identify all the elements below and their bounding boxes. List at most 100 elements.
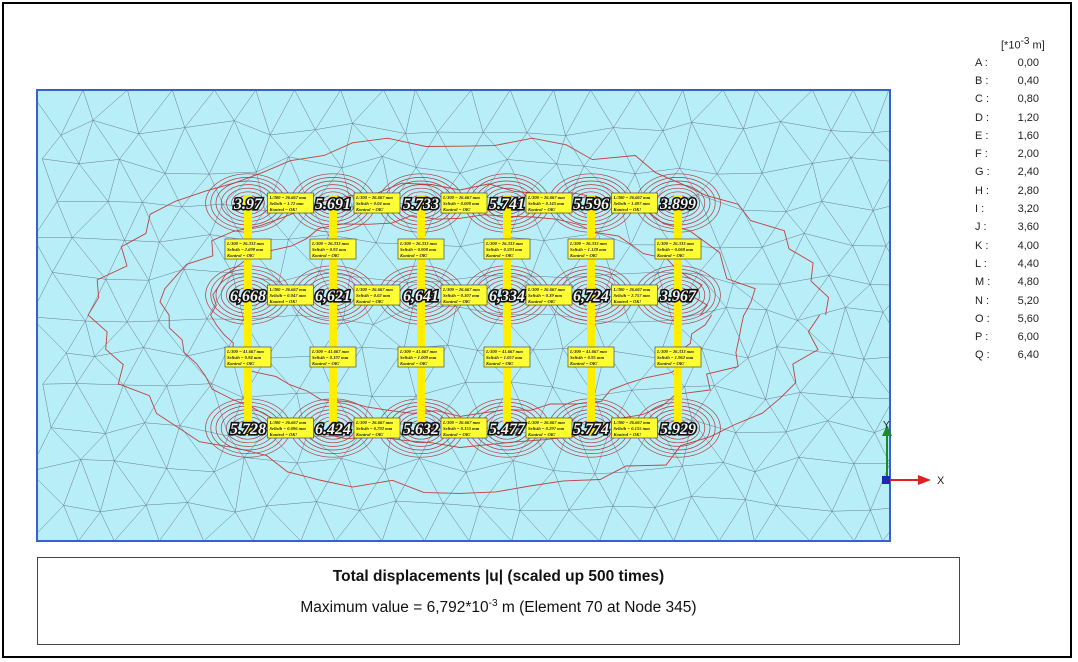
check-label-line: Selisih = 0.008 mm [443, 201, 480, 206]
check-label-line: Kontrol = OK! [269, 299, 298, 304]
check-label-line: Kontrol = OK! [485, 361, 514, 366]
check-label-box [309, 346, 357, 368]
check-label-box [611, 284, 658, 306]
check-label-line: Kontrol = OK! [527, 432, 556, 437]
check-label-line: L/300 = 26.667 mm [527, 420, 565, 425]
check-label-line: L/300 = 41.667 mm [485, 349, 523, 354]
legend-entry: B : 0,40 [975, 75, 1045, 93]
check-label-box [525, 417, 573, 439]
legend-value: 6,40 [1017, 349, 1039, 362]
node-displacement-value: 5.774 [573, 421, 609, 438]
beams-layer [244, 195, 682, 436]
legend-entry: J : 3,60 [975, 221, 1045, 239]
check-label-line: L/300 = 26.667 mm [527, 287, 565, 292]
domain-border [36, 89, 891, 542]
check-label-line: Kontrol = OK! [527, 299, 556, 304]
legend-entry: N : 5,20 [975, 295, 1045, 313]
legend-key: M : [975, 276, 991, 289]
check-label-box [525, 284, 573, 306]
check-label-line: Selisih = 0.593 mm [486, 247, 523, 252]
check-label-line: Selisih = 0.908 mm [400, 247, 437, 252]
check-label-line: L/300 = 26.667 mm [442, 195, 480, 200]
legend-value: 3,20 [1017, 203, 1039, 216]
check-label-line: L/300 = 26.667 mm [269, 420, 307, 425]
legend-value: 2,00 [1017, 148, 1039, 161]
legend-entry: K : 4,00 [975, 240, 1045, 258]
contour-line [159, 182, 756, 448]
legend-value: 5,20 [1017, 294, 1039, 307]
check-label-line: Kontrol = OK! [485, 253, 514, 258]
legend-key: E : [975, 129, 989, 142]
check-label-box [611, 417, 658, 439]
check-label-box [353, 192, 401, 214]
check-label-line: Selisih = 0.39 mm [528, 293, 562, 298]
legend-value: 2,40 [1017, 166, 1039, 179]
check-label-line: Kontrol = OK! [656, 253, 685, 258]
check-label-line: Selisih = 0.068 mm [657, 247, 694, 252]
legend-key: H : [975, 184, 990, 197]
node-displacement-value: 3.97 [233, 196, 263, 213]
check-label-line: L/300 = 41.667 mm [569, 349, 607, 354]
check-label-line: Kontrol = OK! [311, 361, 340, 366]
check-label-line: Kontrol = OK! [269, 207, 298, 212]
legend-key: F : [975, 148, 988, 161]
caption-max-value: Maximum value = 6,792*10-3 m (Element 70… [300, 598, 697, 617]
node-displacement-value: 3.967 [659, 288, 697, 305]
legend-value: 0,80 [1017, 93, 1039, 106]
legend-value: 0,40 [1017, 74, 1039, 87]
caption-title: Total displacements |u| (scaled up 500 t… [332, 568, 665, 585]
check-label-box [353, 417, 401, 439]
check-label-box [483, 346, 531, 368]
check-label-line: L/300 = 26.667 mm [355, 420, 393, 425]
legend-entry: P : 6,00 [975, 331, 1045, 349]
check-label-line: Kontrol = OK! [355, 207, 384, 212]
origin-marker [882, 476, 890, 484]
check-label-line: Selisih = 2.698 mm [227, 247, 264, 252]
check-label-box [309, 238, 357, 260]
node-displacement-value: 5.596 [573, 196, 609, 213]
legend-entry: D : 1,20 [975, 112, 1045, 130]
check-label-box [440, 417, 488, 439]
check-label-line: Selisih = 0.297 mm [528, 426, 565, 431]
check-label-line: Kontrol = OK! [613, 299, 642, 304]
check-label-line: Selisih = 2.757 mm [614, 293, 651, 298]
check-label-box [397, 238, 445, 260]
check-label-box [440, 192, 488, 214]
legend-entry: I : 3,20 [975, 203, 1045, 221]
legend-key: G : [975, 166, 990, 179]
contour-legend: [*10-3 m] A : 0,00 B : 0,40 C : 0,80 D : 1,20 E … [975, 36, 1045, 368]
legend-entry: A : 0,00 [975, 57, 1045, 75]
node-displacement-value: 6.424 [315, 421, 351, 438]
check-label-line: L/300 = 26.333 mm [656, 241, 694, 246]
check-label-line: Selisih = 0.94 mm [227, 355, 261, 360]
node-displacement-value: 6,641 [403, 288, 439, 305]
check-label-line: L/300 = 26.667 mm [269, 195, 307, 200]
check-label-line: Selisih = 1.009 mm [400, 355, 437, 360]
check-label-line: L/300 = 26.333 mm [485, 241, 523, 246]
check-label-line: Kontrol = OK! [355, 432, 384, 437]
legend-entry: L : 4,40 [975, 258, 1045, 276]
legend-key: L : [975, 257, 987, 270]
check-label-box [654, 346, 702, 368]
check-label-line: Kontrol = OK! [613, 207, 642, 212]
legend-value: 4,00 [1017, 239, 1039, 252]
legend-key: Q : [975, 349, 990, 362]
legend-entry: O : 5,60 [975, 313, 1045, 331]
check-label-box [267, 192, 314, 214]
check-label-line: Kontrol = OK! [613, 432, 642, 437]
legend-key: A : [975, 56, 988, 69]
check-label-line: Kontrol = OK! [656, 361, 685, 366]
check-label-line: Kontrol = OK! [311, 253, 340, 258]
